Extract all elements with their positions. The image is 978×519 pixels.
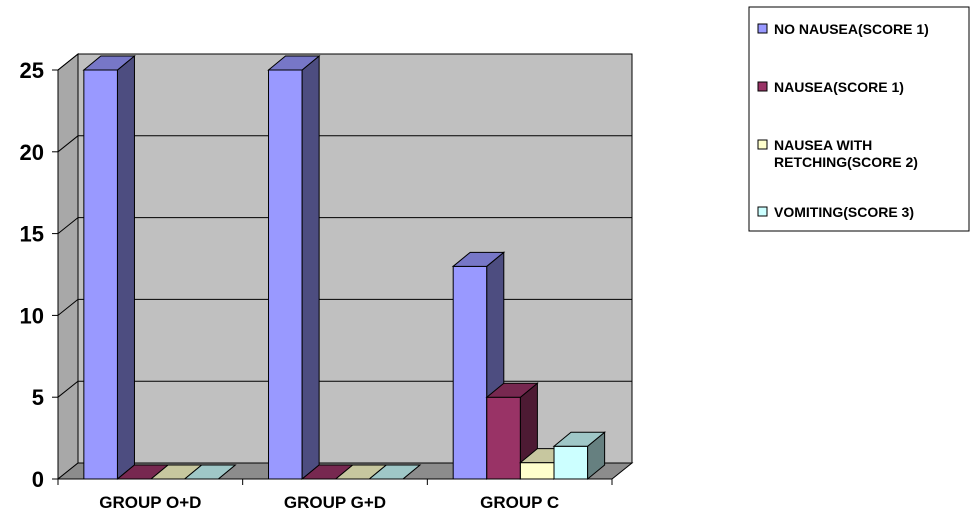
- bar-side: [116, 54, 135, 481]
- y-tick-label: 10: [20, 303, 44, 328]
- x-category-label: GROUP O+D: [99, 493, 201, 512]
- y-tick-labels: 0 5 10 15 20 25: [20, 58, 44, 492]
- legend-entry: VOMITING(SCORE 3): [757, 204, 914, 220]
- legend-label: NAUSEA WITH RETCHING(SCORE 2): [774, 137, 918, 170]
- y-tick-label: 25: [20, 58, 44, 83]
- bar-front: [268, 69, 303, 480]
- x-category-label: GROUP C: [480, 493, 559, 512]
- y-tick-label: 20: [20, 140, 44, 165]
- legend-label: VOMITING(SCORE 3): [774, 204, 914, 220]
- legend-entry: NAUSEA(SCORE 1): [757, 79, 904, 95]
- bar-front: [83, 69, 118, 480]
- bar-top: [183, 464, 237, 480]
- bar: [552, 431, 607, 481]
- legend-entry: NO NAUSEA(SCORE 1): [757, 21, 929, 37]
- bar-top: [367, 464, 422, 480]
- x-category-label: GROUP G+D: [284, 493, 386, 512]
- legend-swatch: [757, 23, 768, 34]
- bar-top: [267, 55, 321, 71]
- gridlines: [57, 53, 632, 398]
- bar-top: [552, 431, 607, 447]
- back-wall: [77, 53, 633, 464]
- bar: [183, 464, 237, 480]
- bar: [82, 54, 136, 481]
- bars: [82, 54, 607, 481]
- legend-label: NO NAUSEA(SCORE 1): [774, 21, 929, 37]
- legend-swatch: [757, 139, 768, 150]
- gridline: [57, 298, 632, 316]
- legend-label: NAUSEA(SCORE 1): [774, 79, 904, 95]
- gridline: [57, 380, 632, 398]
- gridline: [57, 53, 632, 71]
- bar-top: [82, 55, 136, 71]
- y-tick-label: 0: [32, 467, 44, 492]
- bar-front: [486, 396, 521, 480]
- legend-box: [748, 6, 970, 232]
- bar-front: [519, 462, 555, 480]
- x-category-labels: GROUP O+D GROUP G+D GROUP C: [99, 493, 559, 512]
- legend-swatch: [757, 206, 768, 217]
- y-tick-label: 15: [20, 222, 44, 247]
- gridline: [57, 135, 632, 153]
- bar: [367, 464, 422, 480]
- bar-top: [451, 251, 506, 267]
- gridline: [57, 217, 632, 234]
- bar-front: [553, 445, 589, 480]
- side-wall: [57, 52, 79, 481]
- bar-front: [452, 265, 488, 480]
- bar-side: [301, 54, 320, 481]
- legend-entry: NAUSEA WITH RETCHING(SCORE 2): [757, 137, 918, 170]
- bar: [267, 54, 321, 481]
- chart-walls: [56, 52, 634, 481]
- bar-top: [485, 382, 539, 398]
- legend-swatch: [757, 81, 768, 92]
- bar: [485, 382, 539, 481]
- legend: NO NAUSEA(SCORE 1) NAUSEA(SCORE 1) NAUSEA …: [748, 6, 970, 232]
- legend-entries: NO NAUSEA(SCORE 1) NAUSEA(SCORE 1) NAUSEA …: [757, 21, 929, 220]
- y-tick-label: 5: [32, 385, 44, 410]
